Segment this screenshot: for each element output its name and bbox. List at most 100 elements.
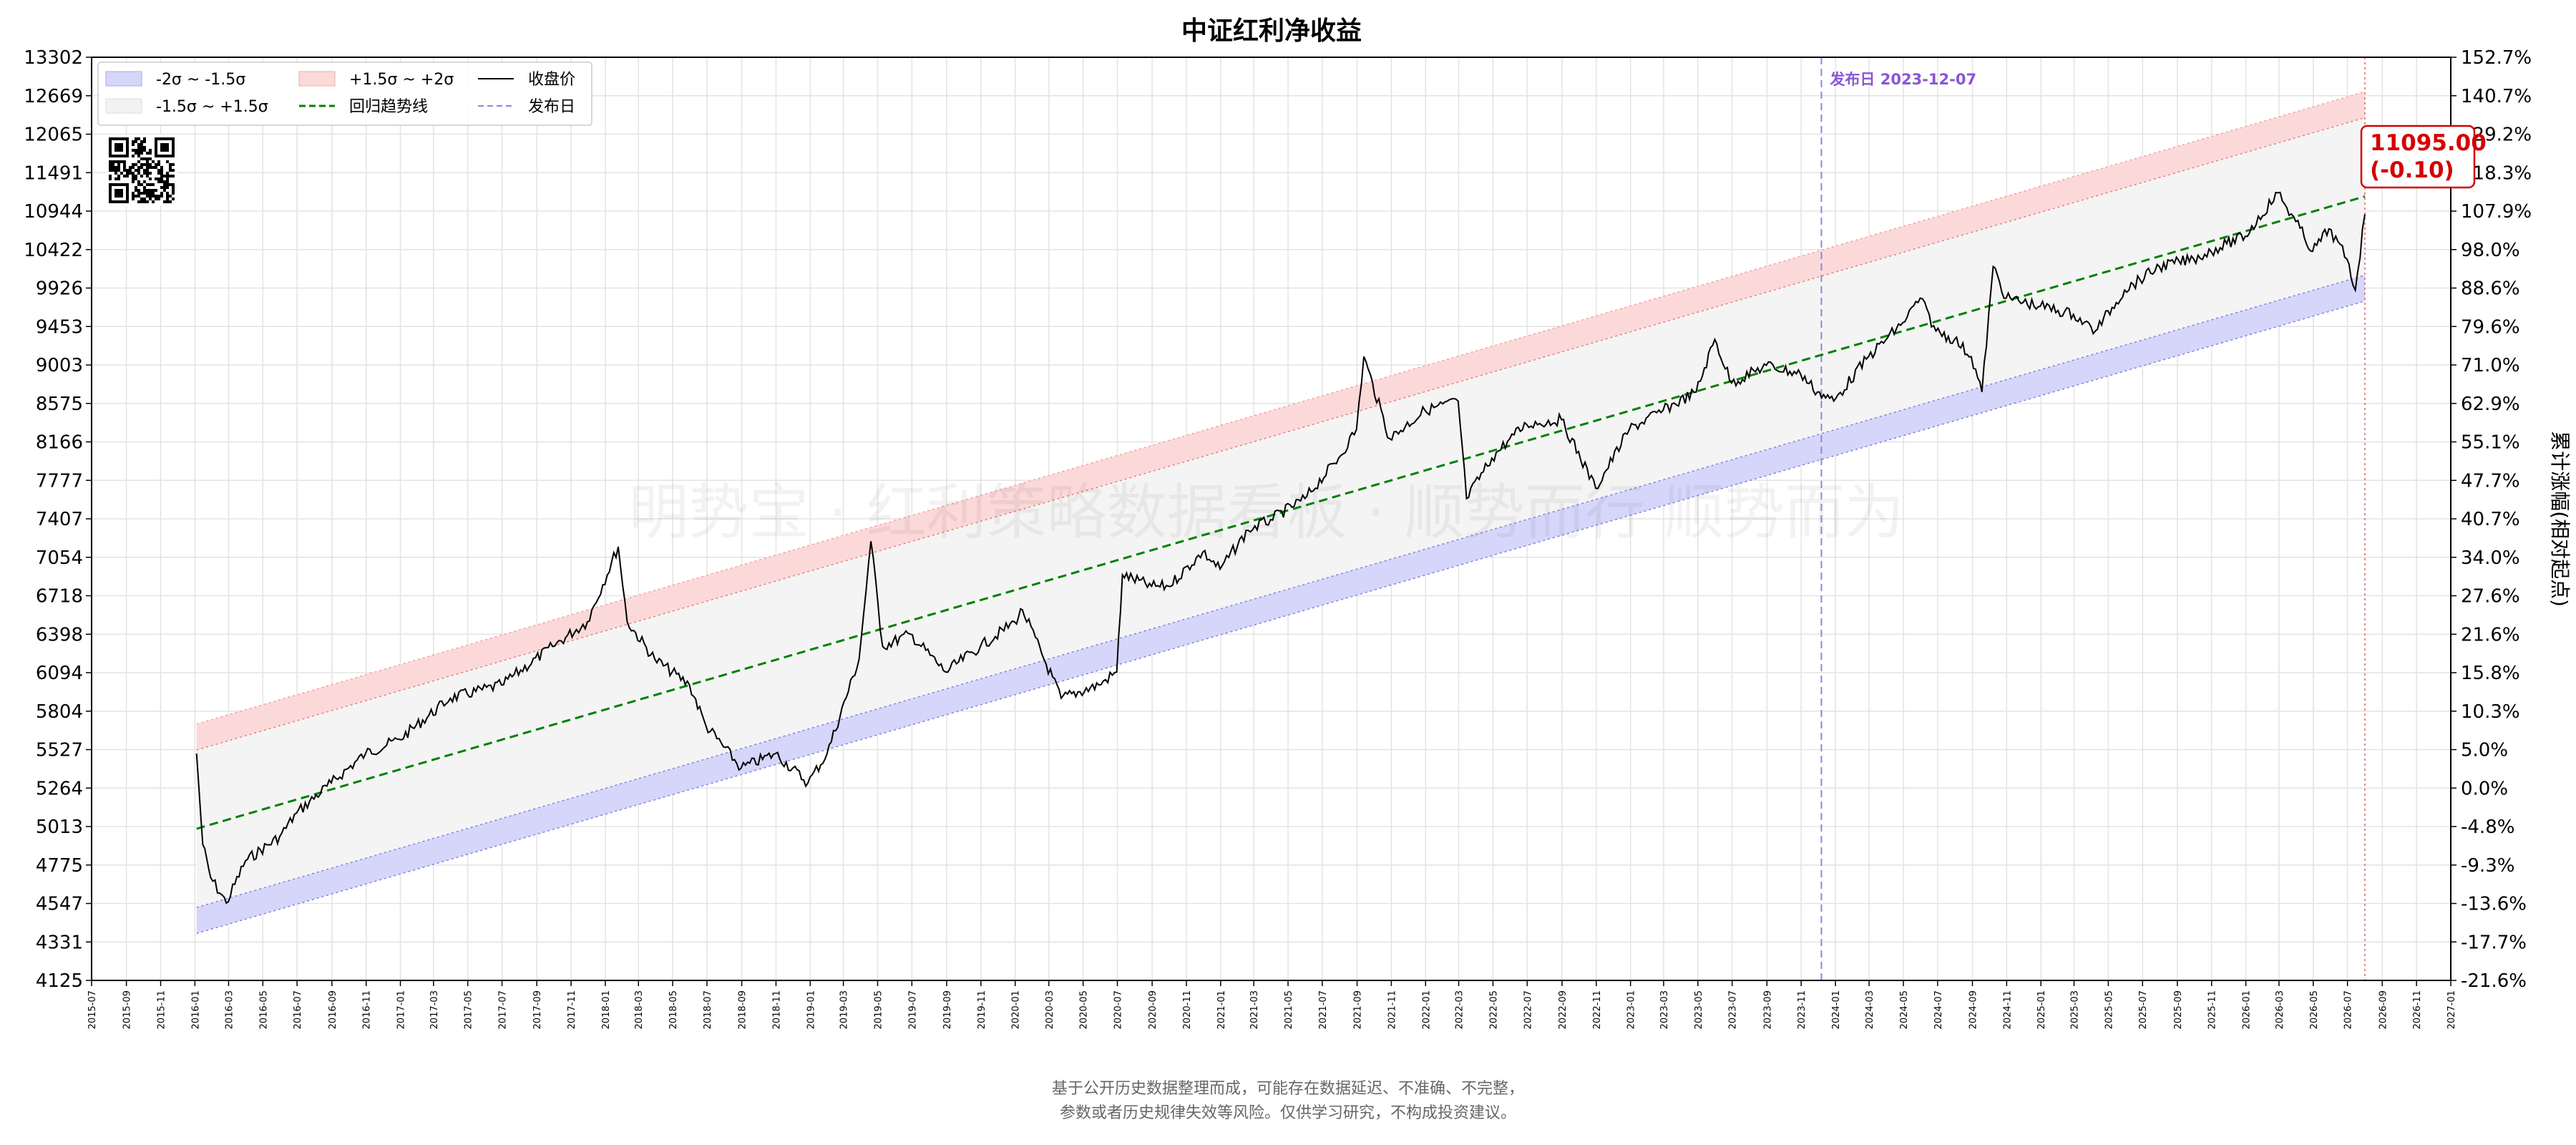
qr-module [157, 195, 160, 198]
qr-module [132, 198, 135, 200]
qr-module [152, 192, 155, 195]
x-tick-label: 2023-07 [1728, 990, 1739, 1029]
x-tick-label: 2026-07 [2343, 990, 2354, 1029]
y-left-tick-label: 12669 [24, 86, 83, 107]
qr-module [137, 155, 140, 157]
qr-module [132, 175, 135, 177]
qr-module [146, 200, 149, 203]
qr-module [169, 163, 172, 166]
upper-1.5sigma-line [196, 117, 2366, 751]
x-tick-label: 2018-09 [738, 990, 748, 1029]
qr-module [152, 189, 155, 192]
x-tick-label: 2022-05 [1488, 990, 1499, 1029]
qr-module [109, 160, 112, 163]
qr-module [155, 195, 157, 198]
x-tick-label: 2023-11 [1797, 990, 1807, 1029]
disclaimer-line-2: 参数或者历史规律失效等风险。仅供学习研究，不构成投资建议。 [1059, 1104, 1516, 1122]
lower-band [196, 275, 2365, 934]
qr-module [169, 200, 172, 203]
qr-module [137, 143, 140, 146]
qr-module [146, 169, 149, 172]
qr-module [137, 152, 140, 155]
qr-module [132, 163, 135, 166]
qr-module [117, 177, 120, 180]
qr-module [135, 140, 137, 143]
lower-2sigma-line [196, 301, 2366, 935]
x-tick-label: 2026-03 [2275, 990, 2285, 1029]
qr-module [132, 140, 135, 143]
qr-module [109, 175, 112, 177]
y-left-tick-label: 4125 [36, 970, 83, 992]
qr-module [166, 160, 169, 163]
y-right-tick-label: 34.0% [2461, 547, 2520, 569]
qr-module [155, 166, 157, 169]
qr-module [126, 175, 129, 177]
qr-module [160, 177, 163, 180]
qr-module [135, 152, 137, 155]
qr-module [163, 183, 166, 186]
qr-module [172, 192, 175, 195]
qr-module [169, 183, 172, 186]
qr-module [143, 189, 146, 192]
qr-module [160, 195, 163, 198]
x-tick-label: 2024-09 [1968, 990, 1979, 1029]
x-tick-label: 2027-01 [2446, 990, 2457, 1029]
qr-module [140, 140, 143, 143]
qr-module [152, 160, 155, 163]
last-change-label: (-0.10) [2370, 157, 2454, 183]
qr-module [143, 172, 146, 175]
qr-module [146, 166, 149, 169]
qr-module [123, 160, 126, 163]
qr-module [117, 160, 120, 163]
x-tick-label: 2018-03 [634, 990, 645, 1029]
x-tick-label: 2020-11 [1182, 990, 1193, 1029]
x-tick-label: 2025-09 [2173, 990, 2184, 1029]
x-tick-label: 2017-07 [498, 990, 509, 1029]
y-right-tick-label: 15.8% [2461, 663, 2520, 684]
y-right-tick-label: -9.3% [2461, 855, 2514, 877]
y-left-tick-label: 7407 [36, 509, 83, 530]
qr-module [152, 195, 155, 198]
qr-module [143, 200, 146, 203]
x-tick-label: 2024-11 [2002, 990, 2013, 1029]
qr-module [120, 160, 123, 163]
qr-module [160, 175, 163, 177]
y-right-tick-label: 40.7% [2461, 509, 2520, 530]
qr-finder-core [160, 143, 169, 152]
qr-module [117, 163, 120, 166]
qr-module [132, 172, 135, 175]
x-tick-label: 2019-01 [806, 990, 816, 1029]
qr-module [135, 177, 137, 180]
y-right-tick-label: 62.9% [2461, 394, 2520, 415]
qr-module [132, 180, 135, 183]
x-tick-label: 2026-09 [2378, 990, 2389, 1029]
y-right-tick-label: -4.8% [2461, 817, 2514, 838]
x-tick-label: 2023-03 [1659, 990, 1670, 1029]
qr-module [123, 166, 126, 169]
qr-module [155, 189, 157, 192]
x-tick-label: 2025-03 [2070, 990, 2081, 1029]
x-tick-label: 2022-07 [1523, 990, 1533, 1029]
y-right-tick-label: 107.9% [2461, 201, 2532, 223]
qr-module [149, 149, 152, 152]
qr-module [114, 177, 117, 180]
qr-module [135, 175, 137, 177]
y-left-tick-label: 5527 [36, 740, 83, 761]
qr-module [172, 183, 175, 186]
y-left-tick-label: 11491 [24, 162, 83, 184]
x-tick-label: 2020-03 [1045, 990, 1055, 1029]
x-tick-label: 2017-09 [532, 990, 543, 1029]
y-right-tick-label: -21.6% [2461, 970, 2527, 992]
qr-module [143, 180, 146, 183]
qr-module [172, 186, 175, 189]
y-axis-right-label: 累计涨幅(相对起点) [2548, 431, 2572, 607]
y-right-tick-label: 5.0% [2461, 740, 2508, 761]
y-right-tick-label: 27.6% [2461, 586, 2520, 608]
qr-module [129, 169, 132, 172]
x-tick-label: 2026-05 [2309, 990, 2320, 1029]
qr-module [152, 183, 155, 186]
y-left-tick-label: 10422 [24, 240, 83, 261]
x-tick-label: 2018-11 [771, 990, 782, 1029]
qr-module [157, 169, 160, 172]
qr-module [112, 163, 114, 166]
